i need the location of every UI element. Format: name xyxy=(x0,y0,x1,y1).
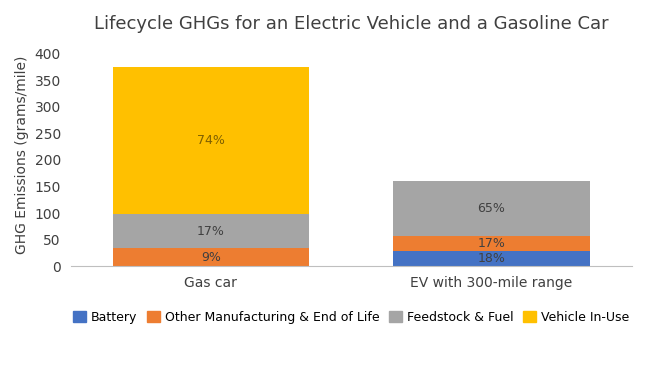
Bar xyxy=(393,251,590,266)
Y-axis label: GHG Emissions (grams/mile): GHG Emissions (grams/mile) xyxy=(15,55,29,254)
Text: 9%: 9% xyxy=(201,251,221,264)
Bar xyxy=(113,67,309,214)
Bar xyxy=(113,248,309,266)
Bar xyxy=(393,237,590,251)
Text: 17%: 17% xyxy=(478,237,505,250)
Title: Lifecycle GHGs for an Electric Vehicle and a Gasoline Car: Lifecycle GHGs for an Electric Vehicle a… xyxy=(94,15,608,33)
Text: 65%: 65% xyxy=(478,202,505,215)
Legend: Battery, Other Manufacturing & End of Life, Feedstock & Fuel, Vehicle In-Use: Battery, Other Manufacturing & End of Li… xyxy=(68,306,634,329)
Bar xyxy=(113,214,309,248)
Text: 74%: 74% xyxy=(197,134,225,147)
Bar xyxy=(393,181,590,237)
Text: 18%: 18% xyxy=(478,252,505,265)
Text: 17%: 17% xyxy=(197,225,225,238)
